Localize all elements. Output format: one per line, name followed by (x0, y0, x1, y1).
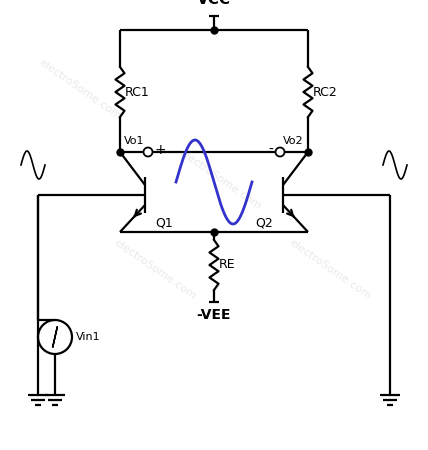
Text: RC1: RC1 (125, 86, 150, 99)
Text: Q2: Q2 (255, 216, 273, 230)
Text: electroSome.com: electroSome.com (37, 58, 123, 122)
Text: Vo1: Vo1 (124, 136, 145, 146)
Text: Vo2: Vo2 (283, 136, 304, 146)
Text: -: - (268, 143, 273, 157)
Text: Vin1: Vin1 (76, 332, 101, 342)
Text: RE: RE (219, 258, 236, 271)
Text: Q1: Q1 (155, 216, 173, 230)
Text: electroSome.com: electroSome.com (177, 148, 263, 212)
Text: RC2: RC2 (313, 86, 338, 99)
Text: electroSome.com: electroSome.com (112, 238, 198, 302)
Text: VCC: VCC (197, 0, 231, 7)
Text: +: + (155, 143, 166, 157)
Text: electroSome.com: electroSome.com (287, 238, 373, 302)
Text: -VEE: -VEE (197, 308, 231, 322)
